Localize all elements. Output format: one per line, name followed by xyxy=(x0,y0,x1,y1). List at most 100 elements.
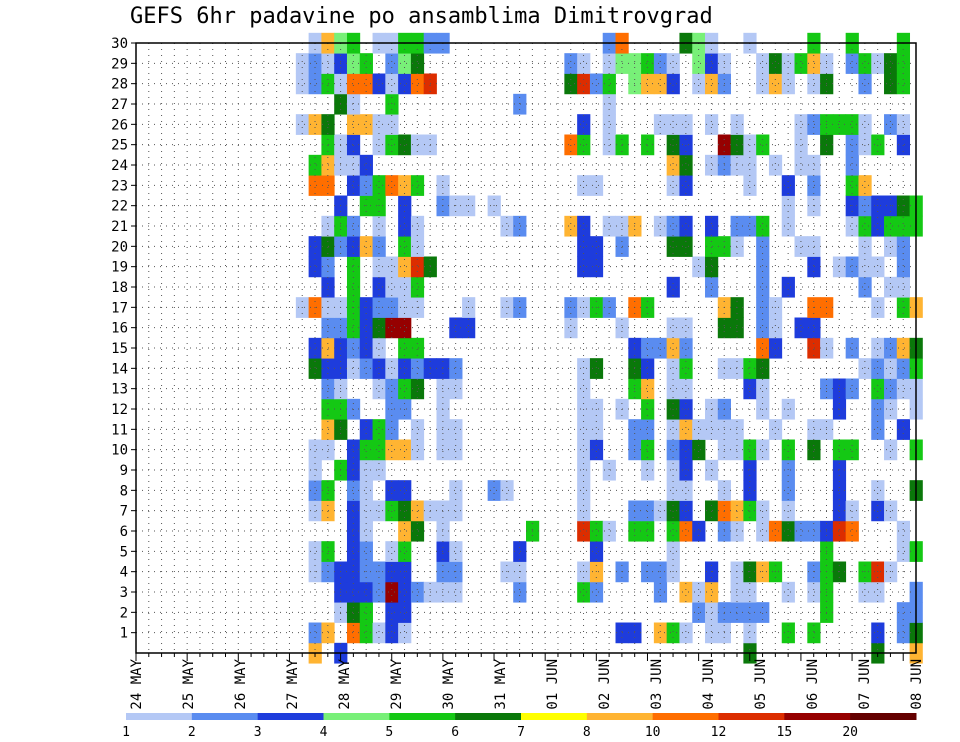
y-tick-label: 6 xyxy=(120,524,128,540)
heatmap-cell xyxy=(858,358,872,379)
heatmap-cell xyxy=(372,256,386,278)
heatmap-cell xyxy=(641,378,655,400)
heatmap-cell xyxy=(410,276,425,298)
colorbar-label: 4 xyxy=(320,725,328,740)
y-tick-label: 5 xyxy=(120,544,128,560)
heatmap-cell xyxy=(666,439,680,461)
heatmap-cell xyxy=(884,53,898,74)
heatmap-cell xyxy=(756,520,770,542)
heatmap-cell xyxy=(602,53,616,74)
heatmap-cell xyxy=(410,358,425,379)
heatmap-cell xyxy=(730,114,744,135)
y-tick-label: 23 xyxy=(111,178,128,194)
heatmap-cell xyxy=(858,53,872,74)
heatmap-cell xyxy=(577,581,591,603)
heatmap-cell xyxy=(359,581,373,603)
chart-title: GEFS 6hr padavine po ansamblima Dimitrov… xyxy=(130,4,713,29)
heatmap-cell xyxy=(577,439,591,461)
heatmap-cell xyxy=(577,73,591,95)
y-tick-label: 13 xyxy=(111,382,128,398)
heatmap-cell xyxy=(896,378,911,400)
heatmap-cell xyxy=(589,581,604,603)
heatmap-cell xyxy=(398,337,412,359)
colorbar-swatch xyxy=(389,713,456,720)
heatmap-cell xyxy=(756,276,770,298)
heatmap-cell xyxy=(385,480,399,501)
heatmap-cell xyxy=(743,581,757,603)
heatmap-cell xyxy=(730,358,744,379)
heatmap-cell xyxy=(346,500,361,522)
y-tick-label: 17 xyxy=(111,300,128,316)
heatmap-cell xyxy=(449,500,463,522)
y-tick-label: 14 xyxy=(111,361,128,377)
heatmap-cell xyxy=(359,236,373,257)
heatmap-cell xyxy=(807,337,821,359)
heatmap-cell xyxy=(679,378,693,400)
heatmap-cell xyxy=(756,236,770,257)
heatmap-cell xyxy=(743,175,757,196)
heatmap-cell xyxy=(346,93,361,115)
heatmap-cell xyxy=(449,480,463,501)
heatmap-cell xyxy=(359,73,373,95)
heatmap-cell xyxy=(845,500,859,522)
heatmap-cell xyxy=(359,541,373,562)
heatmap-cell xyxy=(807,439,821,461)
heatmap-cell xyxy=(743,134,757,156)
heatmap-cell xyxy=(666,276,680,298)
heatmap-cell xyxy=(781,500,795,522)
y-tick-label: 2 xyxy=(120,605,128,621)
heatmap-cell xyxy=(436,419,450,440)
heatmap-cell xyxy=(666,500,680,522)
heatmap-cell xyxy=(666,215,680,237)
heatmap-cell xyxy=(666,520,680,542)
heatmap-cell xyxy=(346,581,361,603)
heatmap-cell xyxy=(359,500,373,522)
heatmap-cell xyxy=(602,215,616,237)
heatmap-cell xyxy=(743,480,757,501)
heatmap-cell xyxy=(359,53,373,74)
heatmap-cell xyxy=(781,622,795,644)
heatmap-cell xyxy=(884,215,898,237)
heatmap-cell xyxy=(845,114,859,135)
heatmap-cell xyxy=(308,480,322,501)
heatmap-cell xyxy=(500,215,514,237)
x-tick-label: 27 MAY xyxy=(285,658,301,709)
colorbar-label: 7 xyxy=(517,725,525,740)
heatmap-cell xyxy=(858,175,872,196)
y-tick-label: 25 xyxy=(111,138,128,154)
heatmap-cell xyxy=(653,337,668,359)
heatmap-cell xyxy=(845,134,859,156)
y-tick-label: 20 xyxy=(111,239,128,255)
heatmap-cell xyxy=(346,175,361,196)
heatmap-cell xyxy=(577,134,591,156)
heatmap-cell xyxy=(871,480,885,501)
heatmap-cell xyxy=(756,358,770,379)
heatmap-cell xyxy=(692,439,706,461)
heatmap-cell xyxy=(410,378,425,400)
heatmap-cell xyxy=(730,520,744,542)
heatmap-cell xyxy=(513,93,527,115)
heatmap-cell xyxy=(385,93,399,115)
y-tick-label: 11 xyxy=(111,422,128,438)
heatmap-cell xyxy=(436,175,450,196)
heatmap-cell xyxy=(385,53,399,74)
heatmap-cell xyxy=(871,358,885,379)
heatmap-cell xyxy=(884,236,898,257)
colorbar-swatch xyxy=(718,713,785,720)
heatmap-cell xyxy=(577,53,591,74)
heatmap-cell xyxy=(385,500,399,522)
heatmap-cell xyxy=(372,439,386,461)
colorbar-label: 20 xyxy=(842,725,858,740)
heatmap-cell xyxy=(385,175,399,196)
heatmap-cell xyxy=(359,114,373,135)
heatmap-cell xyxy=(589,541,604,562)
heatmap-cell xyxy=(845,215,859,237)
heatmap-cell xyxy=(666,419,680,440)
heatmap-cell xyxy=(385,317,399,339)
heatmap-cell xyxy=(832,439,847,461)
heatmap-cell xyxy=(781,520,795,542)
heatmap-cell xyxy=(807,114,821,135)
heatmap-cell xyxy=(679,581,693,603)
heatmap-cell xyxy=(807,622,821,644)
heatmap-cell xyxy=(308,541,322,562)
